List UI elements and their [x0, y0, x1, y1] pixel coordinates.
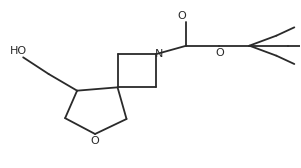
Text: O: O — [178, 11, 186, 21]
Text: N: N — [155, 49, 164, 59]
Text: HO: HO — [10, 46, 27, 56]
Text: O: O — [215, 48, 224, 58]
Text: O: O — [91, 136, 99, 146]
